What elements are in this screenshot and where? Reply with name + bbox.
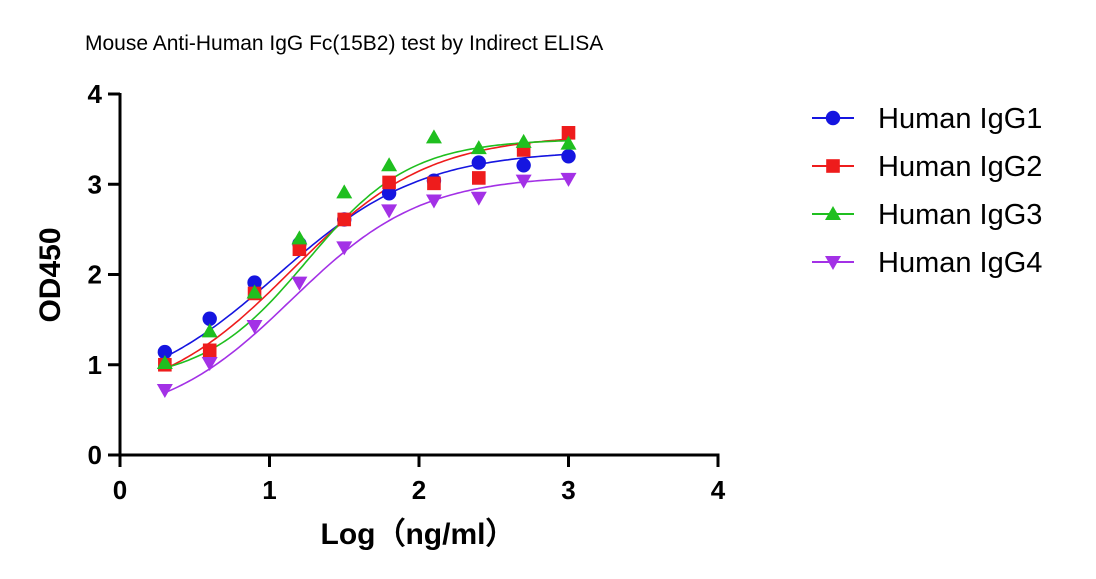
fit-curves — [164, 138, 569, 394]
series-points — [157, 149, 576, 360]
plot-area: 0 1 2 3 4 0 1 2 3 4 — [88, 79, 726, 505]
data-point — [201, 356, 218, 371]
x-axis-label: Log（ng/ml） — [321, 517, 516, 551]
fit-curve — [164, 153, 569, 358]
data-point — [472, 171, 486, 185]
data-point — [470, 140, 487, 155]
x-tick-label: 4 — [711, 475, 726, 505]
data-point — [337, 212, 352, 227]
data-point — [427, 176, 441, 191]
data-point — [202, 343, 217, 358]
data-point — [156, 384, 173, 399]
legend-marker — [825, 206, 841, 220]
data-point — [471, 155, 486, 170]
data-point — [516, 158, 531, 173]
x-tick-label: 0 — [113, 475, 127, 505]
legend-item: Human IgG3 — [812, 199, 1042, 231]
legend-item: Human IgG2 — [812, 151, 1042, 183]
y-tick-label: 3 — [88, 169, 102, 199]
data-point — [292, 242, 307, 257]
data-point — [560, 135, 577, 150]
data-point — [246, 284, 263, 299]
legend-item: Human IgG1 — [812, 103, 1042, 135]
data-point — [560, 172, 577, 187]
series-points — [156, 129, 577, 369]
data-point — [381, 186, 397, 201]
data-point — [381, 157, 398, 172]
legend-marker — [826, 159, 840, 173]
data-point — [381, 204, 398, 219]
y-axis-label: OD450 — [34, 227, 67, 322]
legend-marker — [825, 110, 841, 126]
data-point — [382, 175, 396, 190]
data-point — [425, 194, 442, 209]
data-point — [561, 126, 576, 140]
data-point — [425, 129, 442, 144]
data-point — [470, 191, 487, 206]
data-point — [561, 149, 576, 164]
y-tick-label: 2 — [88, 260, 102, 290]
legend-marker — [825, 256, 841, 270]
data-point — [336, 241, 353, 256]
x-tick-label: 2 — [412, 475, 426, 505]
data-point — [515, 174, 532, 189]
series-points — [156, 172, 577, 399]
y-axis-ticks: 0 1 2 3 4 — [88, 79, 120, 470]
legend-item: Human IgG4 — [812, 247, 1042, 279]
x-axis-ticks: 0 1 2 3 4 — [113, 455, 726, 505]
fit-curve — [164, 138, 569, 370]
data-point — [157, 344, 173, 360]
x-tick-label: 1 — [262, 475, 276, 505]
legend-label: Human IgG2 — [878, 151, 1042, 183]
data-point — [202, 311, 217, 326]
fit-curve — [164, 177, 569, 394]
legend-label: Human IgG4 — [878, 247, 1042, 279]
y-tick-label: 4 — [88, 79, 103, 109]
x-tick-label: 3 — [561, 475, 575, 505]
fit-curve — [164, 139, 569, 369]
data-points — [156, 126, 577, 399]
data-point — [247, 275, 262, 290]
data-point — [201, 323, 218, 338]
legend-label: Human IgG3 — [878, 199, 1042, 231]
data-point — [515, 133, 532, 148]
y-tick-label: 0 — [88, 440, 102, 470]
data-point — [336, 184, 353, 199]
data-point — [291, 276, 308, 291]
data-point — [291, 230, 308, 245]
chart-title: Mouse Anti-Human IgG Fc(15B2) test by In… — [85, 32, 603, 55]
legend-label: Human IgG1 — [878, 103, 1042, 135]
data-point — [246, 319, 263, 334]
data-point — [156, 354, 173, 369]
y-tick-label: 1 — [88, 350, 102, 380]
legend: Human IgG1 Human IgG2 Human IgG3 Human IgG4 — [812, 103, 1042, 279]
